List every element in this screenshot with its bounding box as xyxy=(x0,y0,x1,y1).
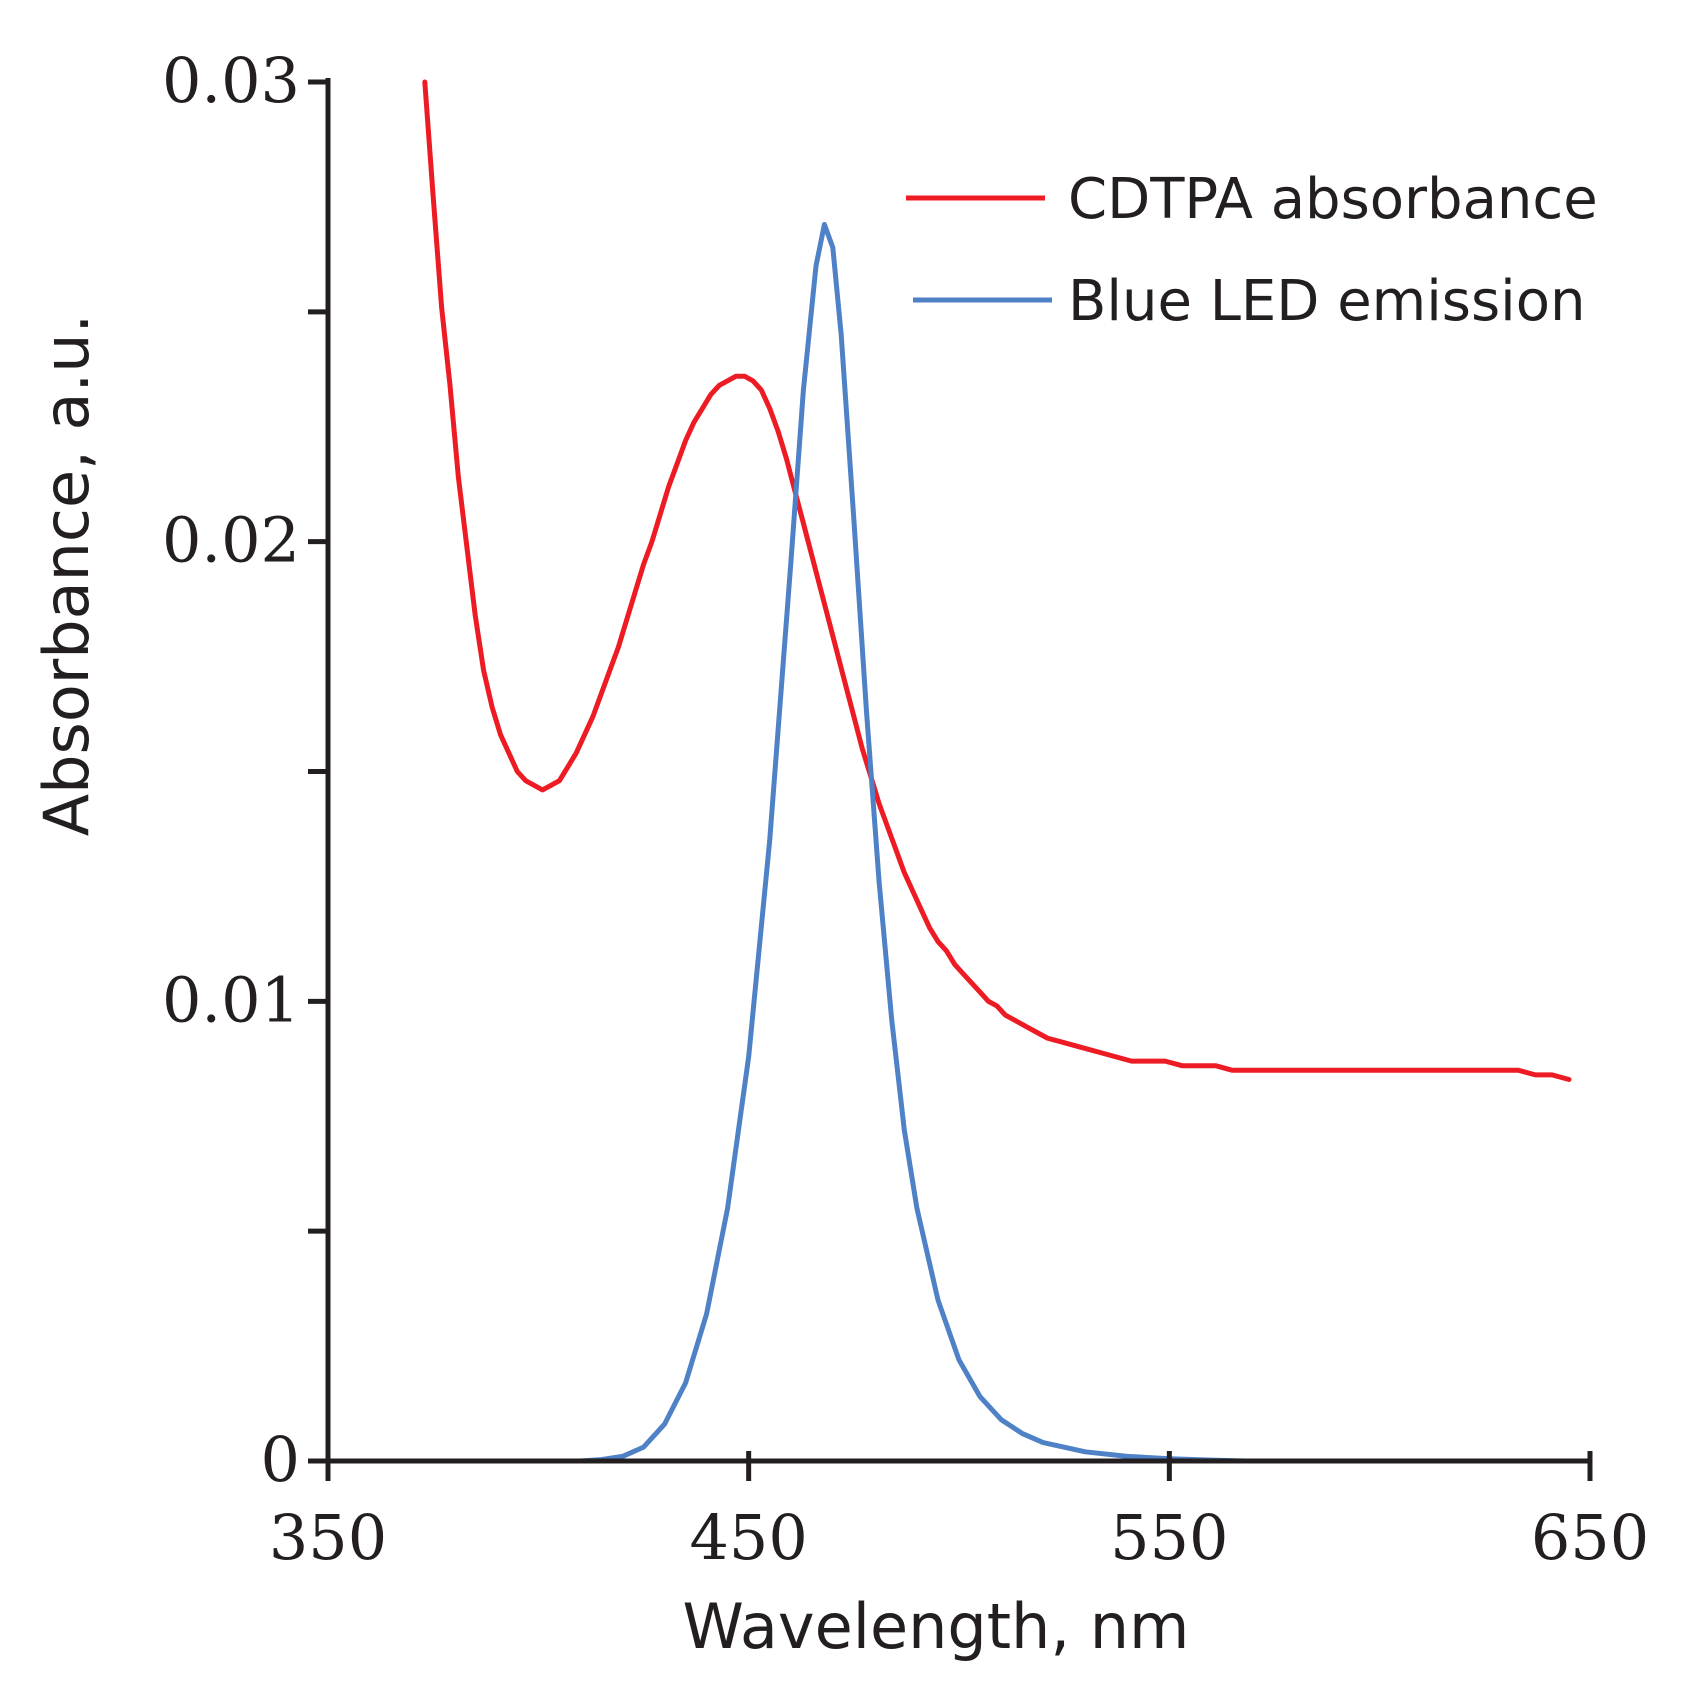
series-line-absorbance xyxy=(422,79,1572,1082)
y-axis-title: Absorbance, a.u. xyxy=(30,314,103,837)
legend-item-absorbance: CDTPA absorbance xyxy=(906,167,1598,232)
x-tick-label: 550 xyxy=(1110,1501,1228,1574)
y-tick-label: 0.02 xyxy=(162,504,300,577)
x-tick-label: 450 xyxy=(689,1501,807,1574)
ticks-layer: 350 450 550 650 0 0.01 0.02 0.03 xyxy=(162,44,1649,1574)
series-layer xyxy=(422,79,1572,1464)
legend-item-emission: Blue LED emission xyxy=(913,269,1585,334)
x-axis-title: Wavelength, nm xyxy=(683,1590,1190,1663)
x-tick-label: 650 xyxy=(1531,1501,1649,1574)
legend-label-emission: Blue LED emission xyxy=(1068,269,1585,334)
x-tick-label: 350 xyxy=(269,1501,387,1574)
legend-label-absorbance: CDTPA absorbance xyxy=(1068,167,1598,232)
legend: CDTPA absorbance Blue LED emission xyxy=(906,167,1598,334)
series-line-emission xyxy=(451,222,1248,1464)
y-tick-label: 0.01 xyxy=(162,963,300,1036)
y-tick-label: 0 xyxy=(261,1423,300,1496)
y-tick-label: 0.03 xyxy=(162,44,300,117)
